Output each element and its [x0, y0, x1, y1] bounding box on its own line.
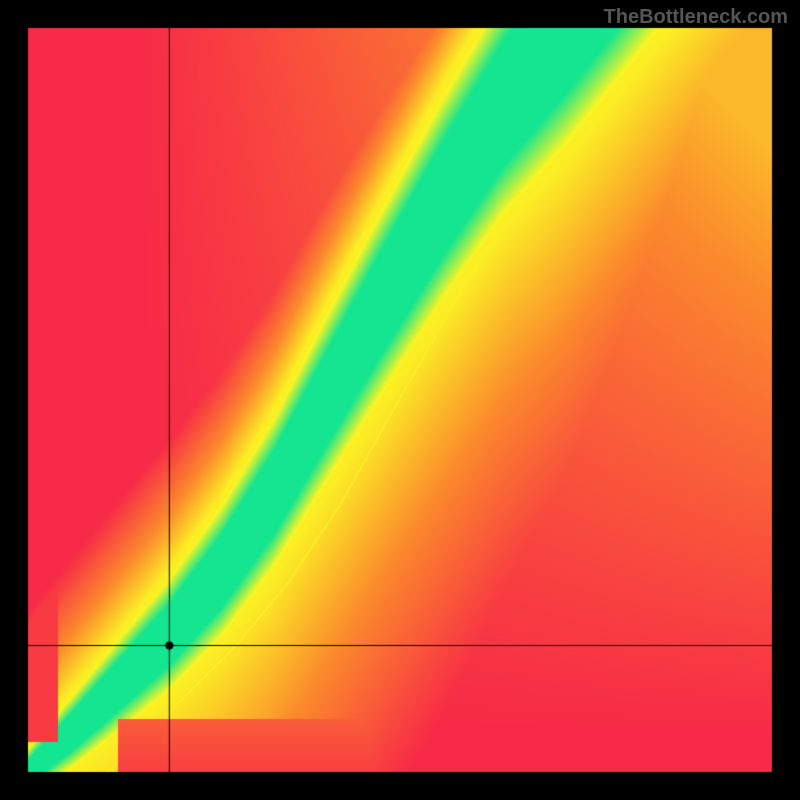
attribution-text: TheBottleneck.com: [604, 6, 788, 29]
chart-container: TheBottleneck.com: [0, 0, 800, 800]
heatmap-canvas: [0, 0, 800, 800]
